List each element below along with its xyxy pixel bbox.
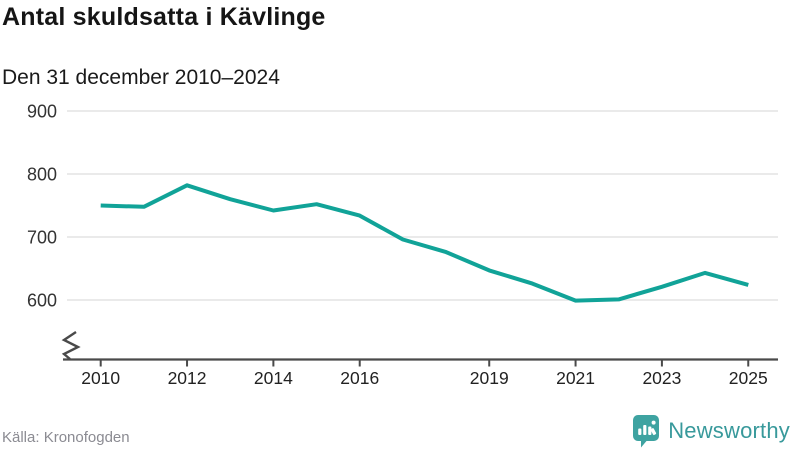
y-tick-label: 800 bbox=[27, 165, 57, 185]
y-axis-labels: 900 800 700 600 bbox=[27, 102, 57, 311]
logo-bars bbox=[638, 420, 657, 436]
page-title: Antal skuldsatta i Kävlinge bbox=[2, 3, 326, 31]
source-note: Källa: Kronofogden bbox=[2, 429, 130, 446]
newsworthy-logo: Newsworthy bbox=[632, 414, 790, 448]
x-tick-label: 2021 bbox=[556, 368, 595, 388]
logo-text: Newsworthy bbox=[668, 418, 790, 443]
y-tick-label: 600 bbox=[27, 291, 57, 311]
chart-subtitle: Den 31 december 2010–2024 bbox=[2, 66, 280, 89]
y-tick-label: 900 bbox=[27, 102, 57, 122]
x-tick-label: 2012 bbox=[168, 368, 207, 388]
data-line bbox=[100, 183, 749, 303]
x-axis-labels: 2010 2012 2014 2016 2019 2021 2023 2025 bbox=[81, 368, 767, 388]
x-tick-label: 2010 bbox=[81, 368, 120, 388]
x-axis bbox=[63, 358, 778, 367]
y-tick-label: 700 bbox=[27, 228, 57, 248]
x-tick-label: 2025 bbox=[729, 368, 768, 388]
x-tick-label: 2014 bbox=[254, 368, 293, 388]
x-tick-label: 2019 bbox=[470, 368, 509, 388]
x-tick-label: 2016 bbox=[340, 368, 379, 388]
axis-break-icon bbox=[61, 331, 81, 360]
newsworthy-logo-icon bbox=[633, 415, 660, 448]
gridlines bbox=[67, 110, 778, 301]
x-tick-label: 2023 bbox=[642, 368, 681, 388]
